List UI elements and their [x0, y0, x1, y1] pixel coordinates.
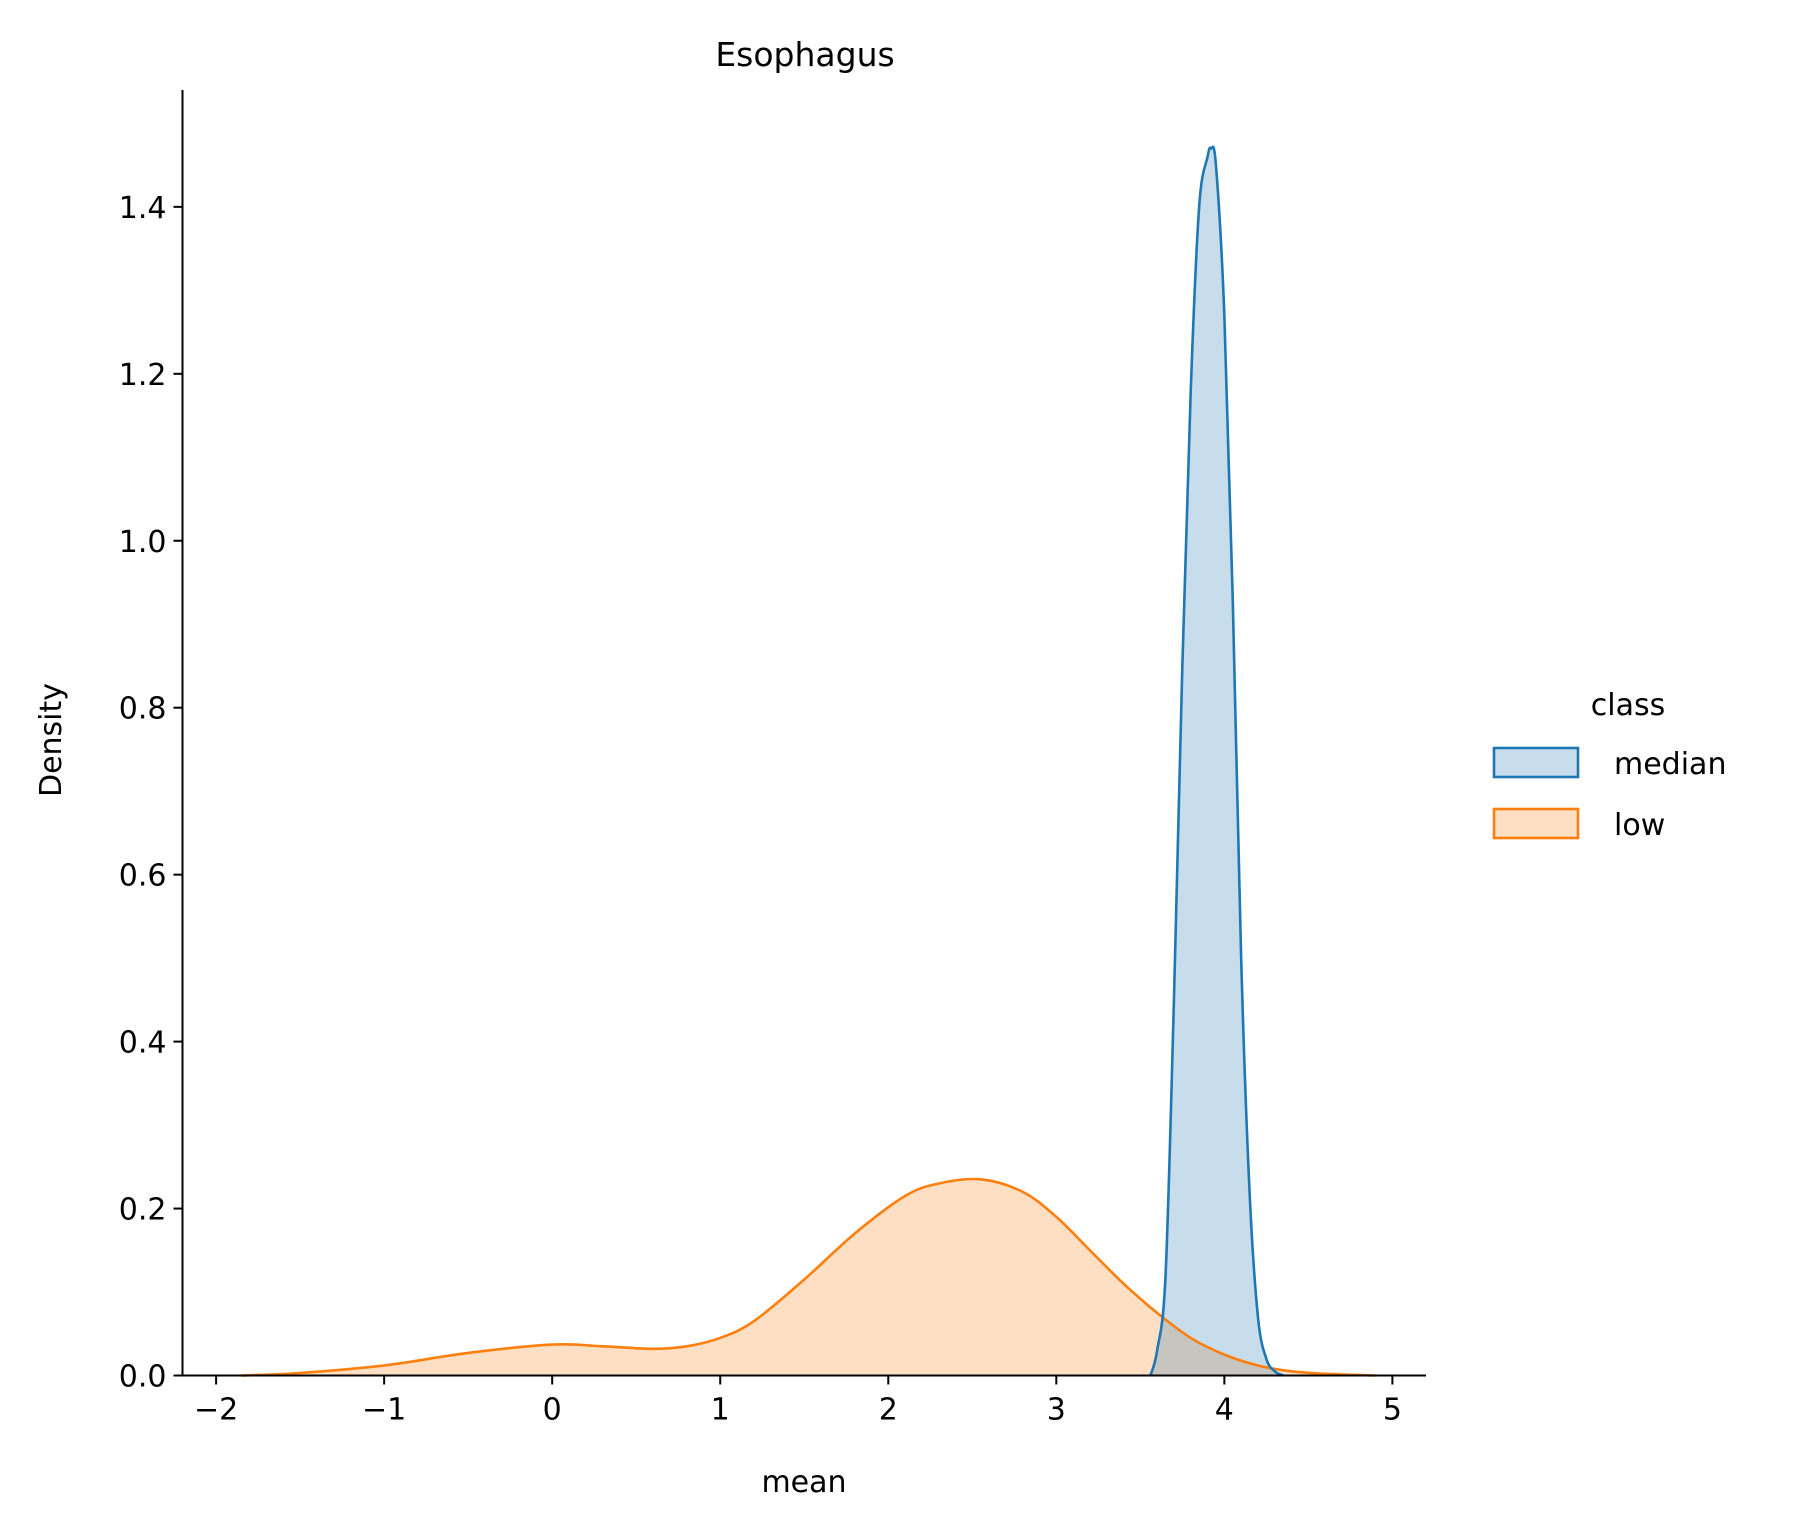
legend-entries: median low [1492, 746, 1726, 843]
y-tick-label: 1.0 [119, 525, 167, 560]
y-tick-label: 1.4 [119, 191, 167, 226]
chart-title: Esophagus [715, 35, 894, 74]
x-tick-label: 1 [711, 1393, 730, 1428]
legend-label-median: median [1614, 747, 1726, 782]
y-tick-label: 0.8 [119, 692, 167, 727]
x-tick-label: −1 [362, 1393, 406, 1428]
y-axis-label: Density [34, 683, 69, 797]
series-layer [241, 145, 1376, 1377]
x-axis-label: mean [761, 1465, 846, 1500]
x-tick-label: 5 [1383, 1393, 1402, 1428]
y-tick-label: 0.4 [119, 1026, 167, 1061]
y-ticks: 0.0 0.2 0.4 0.6 0.8 1.0 1.2 1.4 [119, 191, 183, 1395]
y-tick-label: 0.2 [119, 1193, 167, 1228]
legend-title: class [1591, 688, 1665, 723]
x-tick-label: 2 [879, 1393, 898, 1428]
x-tick-label: 4 [1215, 1393, 1234, 1428]
y-tick-label: 1.2 [119, 358, 167, 393]
legend: class median low [1492, 688, 1726, 843]
x-tick-label: 3 [1047, 1393, 1066, 1428]
series-fill-median [1150, 146, 1284, 1376]
legend-swatch-median [1492, 746, 1580, 779]
x-tick-label: 0 [543, 1393, 562, 1428]
series-line-median [1149, 145, 1284, 1377]
x-tick-label: −2 [194, 1393, 238, 1428]
legend-label-low: low [1614, 808, 1665, 843]
y-tick-label: 0.6 [119, 859, 167, 894]
y-tick-label: 0.0 [119, 1360, 167, 1395]
x-ticks: −2 −1 0 1 2 3 4 5 [194, 1375, 1402, 1428]
series-line-low [241, 1177, 1376, 1377]
legend-swatch-low [1492, 807, 1580, 840]
